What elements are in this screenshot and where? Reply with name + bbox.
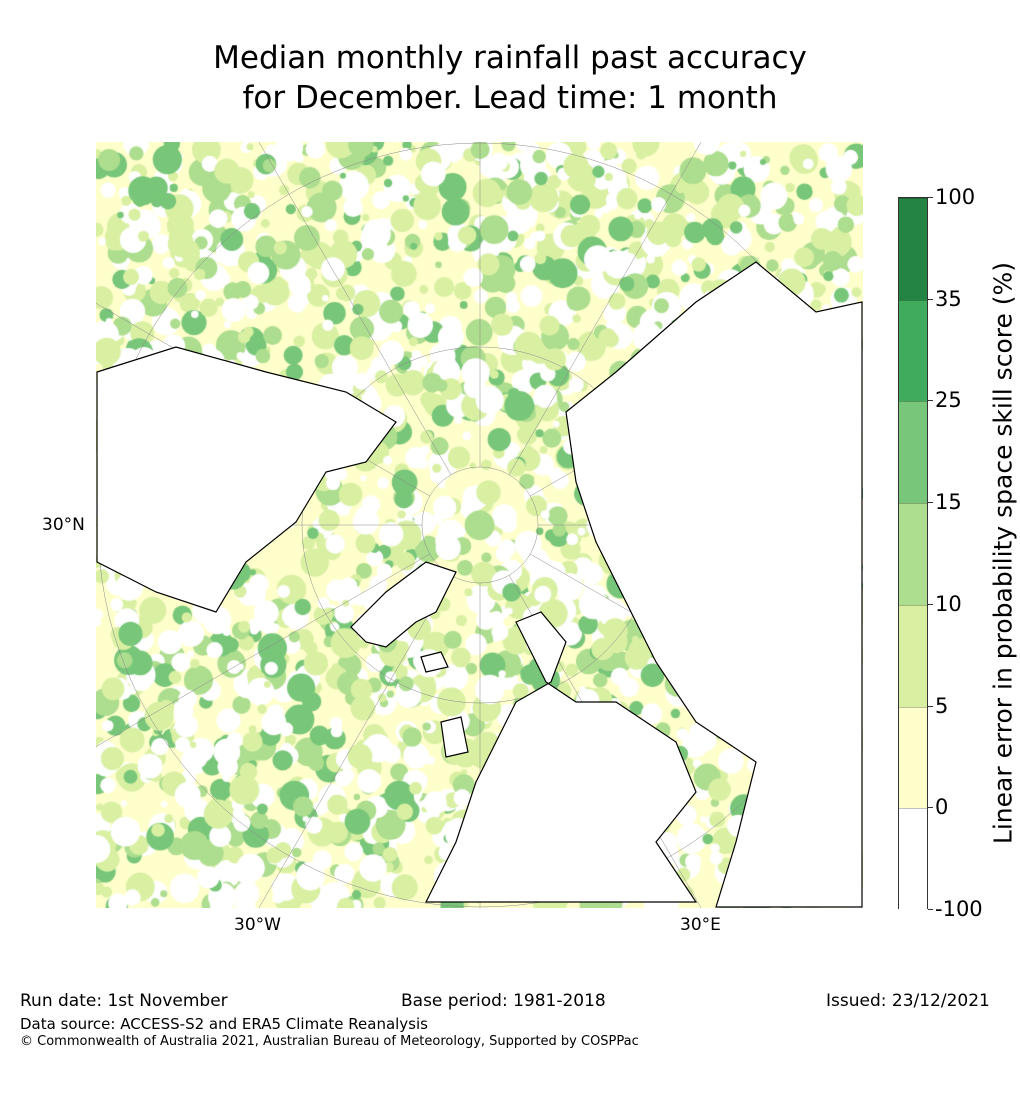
british-isles: [440, 716, 469, 758]
meridian-line: [258, 142, 452, 475]
map-overlay: [96, 142, 863, 908]
colorbar-tick-mark: [928, 603, 933, 605]
colorbar-segment: [899, 198, 927, 300]
coastlines: [96, 261, 863, 908]
colorbar-tick-label: 15: [935, 490, 962, 515]
colorbar-tick-label: 35: [935, 286, 962, 311]
north-america-coast: [96, 346, 397, 613]
colorbar-tick-mark: [928, 197, 933, 198]
polar-map: [96, 142, 863, 908]
colorbar-segment: [899, 503, 927, 605]
colorbar-tick-mark: [928, 909, 933, 910]
colorbar-tick-label: 10: [935, 591, 962, 616]
europe-coast: [425, 611, 698, 903]
colorbar-tick-mark: [928, 807, 933, 809]
iceland: [420, 651, 449, 673]
colorbar-segment: [899, 808, 927, 910]
issued-date: Issued: 23/12/2021: [826, 991, 990, 1011]
colorbar-segment: [899, 706, 927, 809]
colorbar-tick-mark: [928, 705, 933, 707]
meridian-line: [96, 553, 430, 747]
colorbar-segment: [899, 401, 927, 504]
colorbar-tick-mark: [928, 298, 933, 300]
colorbar-segment: [899, 604, 927, 707]
colorbar-tick-label: 0: [935, 795, 949, 820]
greenland-coast: [350, 561, 457, 648]
colorbar-tick-mark: [928, 502, 933, 504]
run-date: Run date: 1st November: [20, 991, 228, 1011]
data-source: Data source: ACCESS-S2 and ERA5 Climate …: [20, 1015, 428, 1033]
figure-title-line-2: for December. Lead time: 1 month: [242, 80, 778, 116]
base-period: Base period: 1981-2018: [401, 991, 606, 1011]
latitude-circle: [421, 466, 539, 584]
lon-label-30e: 30°E: [680, 915, 721, 935]
colorbar-segment: [899, 299, 927, 402]
colorbar-tick-label: -100: [935, 897, 983, 921]
figure-title-line-1: Median monthly rainfall past accuracy: [213, 40, 807, 76]
colorbar-tick-label: 100: [935, 185, 976, 209]
colorbar-tick-mark: [928, 400, 933, 402]
colorbar-tick-label: 25: [935, 388, 962, 413]
colorbar: [898, 197, 928, 910]
lon-label-30w: 30°W: [234, 915, 281, 935]
lat-label-30n: 30°N: [42, 515, 85, 535]
copyright: © Commonwealth of Australia 2021, Austra…: [20, 1034, 639, 1049]
colorbar-tick-label: 5: [935, 693, 949, 718]
meridian-line: [508, 142, 702, 475]
meridian-line: [258, 575, 452, 908]
asia-coast: [565, 261, 863, 908]
colorbar-label: Linear error in probability space skill …: [988, 261, 1018, 845]
